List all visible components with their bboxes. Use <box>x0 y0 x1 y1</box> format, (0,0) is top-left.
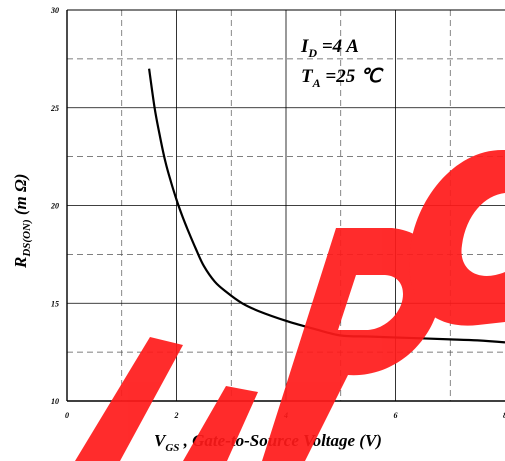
watermark-letter-p <box>262 228 442 461</box>
watermark-logo <box>75 149 505 461</box>
watermark-letter-c <box>409 149 505 326</box>
y-tick-label: 25 <box>50 104 59 113</box>
y-tick-label: 30 <box>50 6 59 15</box>
watermark-stroke-1 <box>75 337 183 461</box>
y-tick-label: 10 <box>51 397 59 406</box>
annotation-drain-current: ID =4 A <box>300 36 359 60</box>
x-tick-label: 0 <box>65 411 69 420</box>
x-tick-label: 6 <box>394 411 398 420</box>
x-tick-label: 2 <box>174 411 179 420</box>
annotation-ambient-temp: TA =25 ℃ <box>301 66 384 90</box>
y-tick-label: 15 <box>51 299 59 308</box>
watermark-stroke-2 <box>183 386 258 461</box>
y-tick-label: 20 <box>50 202 59 211</box>
y-axis-label: RDS(ON) (m Ω) <box>11 174 33 269</box>
x-tick-label: 8 <box>503 411 505 420</box>
